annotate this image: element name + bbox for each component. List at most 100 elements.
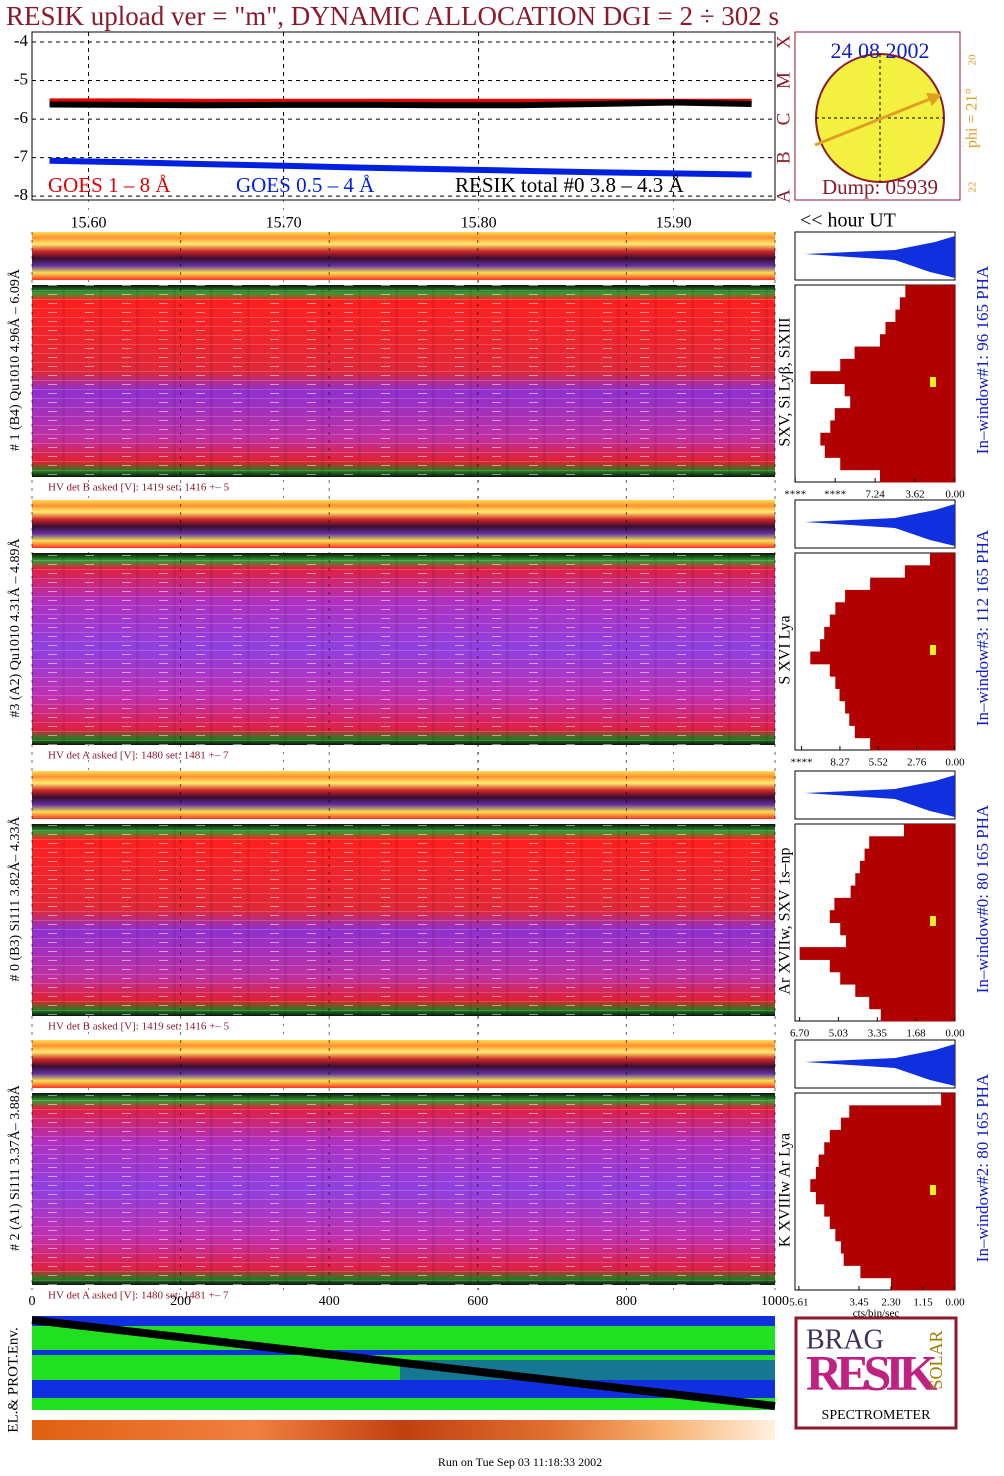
x-tick-label: 15.90 [656,215,692,232]
bin-tick-label: 0 [29,1294,36,1309]
y-tick-label: -5 [14,69,28,88]
profile-bar [844,383,955,397]
y-tick-label: -7 [14,147,29,166]
profile-bar [869,996,955,1010]
profile-bar [843,1253,955,1266]
profile-bar [870,737,955,751]
logo-text: BRAG [806,1324,884,1355]
spectrogram-header [32,1040,775,1088]
spectrogram-header [32,232,775,280]
spectrogram-texture [32,824,775,1016]
profile-bar [824,1142,955,1156]
pha-histogram [805,236,955,278]
profile-bar [829,959,955,973]
logo-text: RESIK [806,1344,938,1400]
profile-bar [840,1240,955,1254]
series-line [49,99,752,109]
y-tick-label: -6 [14,108,28,127]
profile-bar [864,848,955,862]
profile-tick-label: 5.03 [829,1028,849,1040]
panel-label: # 0 (B3) Si111 3.82Å– 4.33Å [7,816,23,982]
profile-tick-label: 5.52 [869,757,888,769]
x-tick-label: 15.80 [461,215,497,232]
bin-tick-label: 200 [170,1294,191,1309]
profile-bar [840,971,955,985]
profile-bar [850,395,955,409]
flare-class: B [773,151,794,164]
profile-bar [810,371,955,384]
sun-arrow [814,93,941,147]
y-tick-label: -4 [14,31,29,50]
profile-bar [829,614,955,628]
profile-bar [891,1277,955,1291]
reference-marker [930,645,936,655]
spectrogram-texture [32,1093,775,1285]
profile-bar [850,885,955,899]
pha-histogram [805,775,955,817]
profile-bar [810,651,955,665]
profile-bar [834,408,955,421]
window-info: In–window#2: 80 165 PHA [973,1073,992,1262]
panel-label: # 1 (B4) Qu1010 4.96Å – 6.09Å [7,268,23,451]
profile-bar [895,309,955,323]
profile-bar [840,922,955,936]
profile-bar [880,1008,955,1022]
profile-tick-label: 8.27 [830,757,850,769]
logo-text: SPECTROMETER [822,1408,932,1423]
profile-bar [835,676,955,689]
profile-bar [860,1265,955,1279]
flare-class: A [773,189,794,203]
profile-bar [815,1191,955,1205]
profile-tick-label: 3.45 [849,1297,869,1309]
profile-bar [810,1179,955,1192]
pha-histogram [805,1044,955,1086]
window-info: In–window#3: 112 165 PHA [973,529,992,726]
spectrogram-texture [32,553,775,745]
profile-tick-label: 1.15 [913,1297,933,1309]
profile-bar [854,346,955,360]
profile-bar [879,469,955,483]
profile-bar [835,602,955,616]
profile-bar [905,285,955,298]
profile-bar [855,873,955,887]
phi: phi = 21° [964,88,981,148]
profile-tick-label: 2.30 [881,1297,901,1309]
logo: BRAG RESIK SOLAR SPECTROMETER [794,1316,958,1430]
profile-tick-label: 1.68 [906,1028,926,1040]
profile-bar [829,663,955,677]
profile-bar [829,1216,955,1229]
profile-bar [824,445,955,458]
window-info: In–window#1: 96 165 PHA [973,265,992,454]
profile-tick-label: 3.62 [905,489,924,501]
profile-bar [830,420,955,434]
panel-label: #3 (A2) Qu1010 4.31Å – 4.89Å [7,537,23,717]
line-names: S XVI Lya [777,615,794,684]
hv-info: HV det B asked [V]: 1419 set: 1416 +– 5 [48,482,230,494]
profile-bar [904,565,955,579]
hv-info: HV det A asked [V]: 1480 set: 1481 +– 7 [48,750,229,762]
env-label: EL.& PROT.Env. [5,1327,21,1432]
legend-entry: GOES 0.5 – 4 Å [236,173,375,197]
sun-tick: 22 [967,182,979,193]
profile-bar [829,910,955,923]
sun-frame [794,31,961,201]
line-names: Ar XVIIw, SXV 1s–np [777,847,794,994]
sun-tick: 20 [967,54,979,66]
profile-bar [899,297,955,311]
flare-class: X [773,35,794,49]
flare-class: C [773,113,794,126]
goes-frame [31,31,776,201]
profile-bar [845,700,955,714]
profile-bar [845,589,955,603]
panel-label: # 2 (A1) Si111 3.37Å– 3.88Å [7,1084,23,1251]
profile-bar [820,432,955,446]
reference-marker [930,916,936,926]
profile-bar [846,934,955,948]
bin-tick-label: 600 [467,1294,488,1309]
bin-tick-label: 1000 [761,1294,789,1309]
sun-arrow-head [926,93,942,106]
sun-date: 24 08 2002 [831,38,930,63]
hv-info: HV det A asked [V]: 1480 set: 1481 +– 7 [48,1290,229,1302]
profile-tick-label: **** [791,757,813,769]
profile-bar [820,639,955,652]
